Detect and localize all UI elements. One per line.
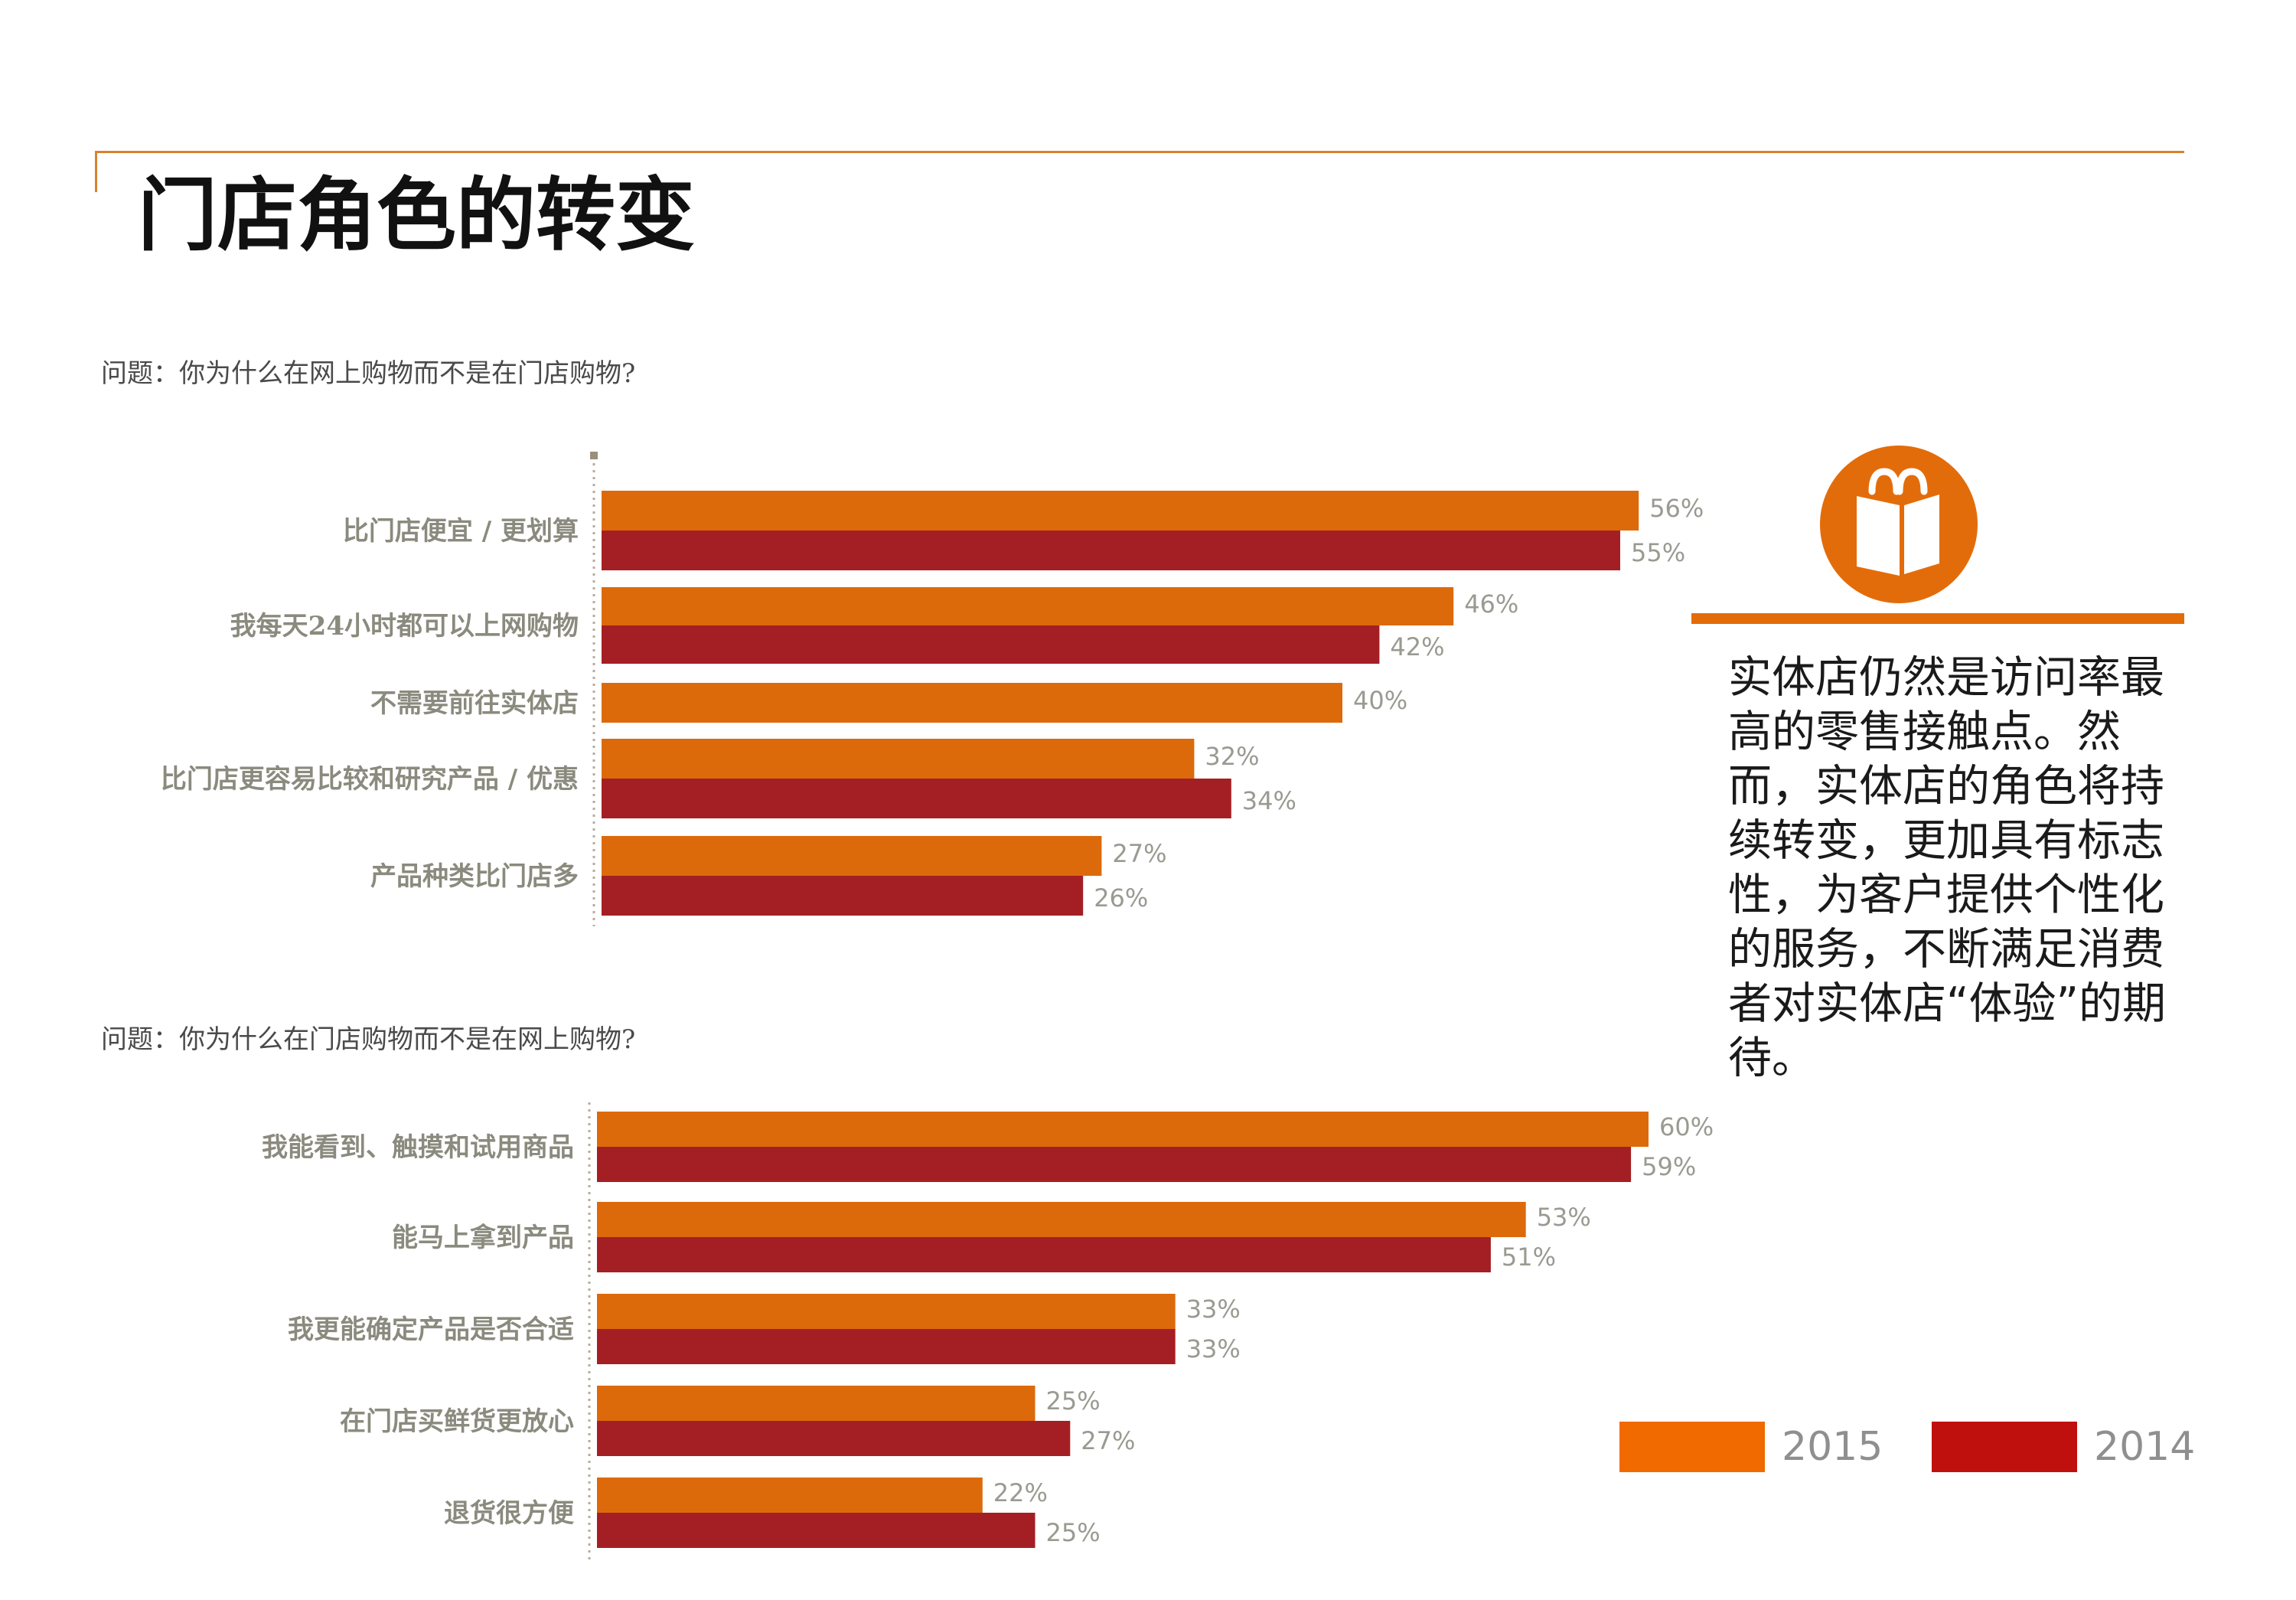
bar-2014 (602, 531, 1620, 570)
legend-item-2014: 2014 (1932, 1420, 2195, 1474)
bar-2015 (597, 1112, 1649, 1147)
category-label: 能马上拿到产品 (392, 1223, 574, 1253)
bar-2015 (602, 587, 1454, 625)
legend-swatch-2014 (1932, 1422, 2077, 1472)
category-label: 我能看到、触摸和试用商品 (262, 1132, 574, 1163)
legend-swatch-2015 (1619, 1422, 1765, 1472)
value-label-2014: 42% (1390, 632, 1444, 661)
bar-2014 (597, 1513, 1035, 1548)
category-label: 我更能确定产品是否合适 (288, 1314, 574, 1345)
bar-2014 (602, 876, 1084, 916)
top-rule (95, 151, 2184, 153)
bar-2015 (597, 1202, 1526, 1237)
bar-2015 (597, 1478, 983, 1513)
top-rule-tick (95, 151, 97, 192)
value-label-2014: 26% (1094, 883, 1148, 913)
value-label-2014: 25% (1046, 1518, 1101, 1547)
bar-2014 (597, 1147, 1632, 1182)
bar-2014 (597, 1421, 1071, 1456)
bar-2014 (597, 1329, 1176, 1364)
value-label-2015: 40% (1353, 686, 1407, 715)
category-label: 不需要前往实体店 (370, 688, 579, 719)
value-label-2015: 22% (993, 1478, 1048, 1507)
value-label-2015: 53% (1537, 1203, 1591, 1232)
category-label: 比门店便宜 / 更划算 (343, 516, 579, 547)
bar-2014 (602, 625, 1380, 664)
value-label-2014: 27% (1081, 1426, 1135, 1455)
legend-label-2015: 2015 (1782, 1424, 1883, 1470)
bar-2015 (602, 683, 1342, 723)
bar-2014 (597, 1237, 1491, 1272)
bar-2014 (602, 779, 1231, 818)
bar-2015 (602, 491, 1639, 531)
value-label-2015: 32% (1205, 742, 1259, 771)
bar-2015 (602, 739, 1195, 779)
value-label-2014: 34% (1242, 786, 1296, 815)
shopping-bag-icon (1818, 444, 1979, 605)
side-note: 实体店仍然是访问率最高的零售接触点。然而，实体店的角色将持续转变，更加具有标志性… (1728, 652, 2167, 1083)
value-label-2015: 56% (1649, 494, 1704, 523)
legend-label-2014: 2014 (2094, 1424, 2196, 1470)
value-label-2014: 55% (1631, 538, 1685, 567)
bar-2015 (597, 1386, 1035, 1421)
chart2-plot: 我能看到、触摸和试用商品 60% 59% 能马上拿到产品 53% 51% 我更能确定产品是否… (262, 1102, 1714, 1562)
value-label-2015: 33% (1186, 1295, 1241, 1324)
bar-2015 (597, 1294, 1176, 1329)
legend-item-2015: 2015 (1619, 1420, 1883, 1474)
chart1-question: 问题：你为什么在网上购物而不是在门店购物? (101, 358, 636, 389)
category-label: 我每天24小时都可以上网购物 (230, 611, 579, 642)
chart2-question: 问题：你为什么在门店购物而不是在网上购物? (101, 1024, 636, 1055)
value-label-2014: 59% (1642, 1152, 1696, 1181)
category-label: 退货很方便 (444, 1498, 575, 1529)
category-label: 在门店买鲜货更放心 (340, 1406, 574, 1437)
page-title: 门店角色的转变 (138, 168, 696, 262)
value-label-2015: 27% (1112, 839, 1166, 868)
axis-marker (590, 452, 598, 459)
chart1-plot: 比门店便宜 / 更划算 56% 55% 我每天24小时都可以上网购物 46% 42% 不需要… (161, 452, 1704, 926)
category-label: 产品种类比门店多 (370, 861, 579, 892)
category-label: 比门店更容易比较和研究产品 / 优惠 (161, 764, 579, 795)
value-label-2014: 33% (1186, 1334, 1241, 1363)
value-label-2014: 51% (1502, 1242, 1556, 1272)
side-rule (1691, 613, 2184, 624)
value-label-2015: 25% (1046, 1386, 1101, 1416)
value-label-2015: 60% (1659, 1112, 1714, 1141)
value-label-2015: 46% (1464, 589, 1518, 619)
bar-2015 (602, 836, 1102, 876)
